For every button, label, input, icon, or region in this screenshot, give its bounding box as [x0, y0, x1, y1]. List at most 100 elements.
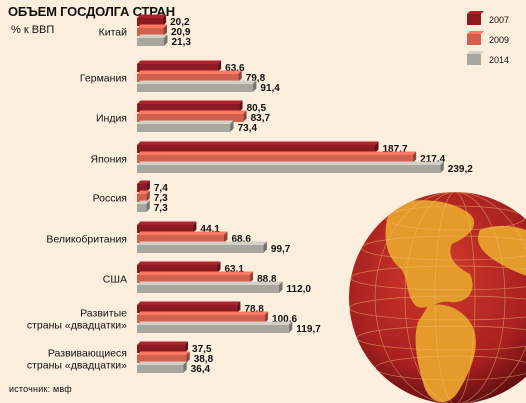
legend-item: 2007 — [467, 11, 509, 25]
bar-top-face — [137, 321, 293, 325]
bar — [137, 124, 231, 132]
data-label: 83,7 — [251, 113, 271, 124]
bar — [137, 365, 184, 373]
bar — [137, 345, 185, 353]
legend-label: 2014 — [489, 55, 509, 65]
bar-side-face — [238, 70, 242, 82]
bar-side-face — [239, 100, 243, 112]
bar-side-face — [412, 151, 417, 163]
source-note: источник: мвф — [9, 384, 72, 394]
bar-side-face — [223, 231, 228, 243]
legend-item: 2014 — [467, 51, 509, 65]
bar-side-face — [146, 190, 150, 202]
category-label: Индия — [96, 113, 127, 125]
bar-side-face — [164, 34, 168, 46]
bar-top-face — [137, 261, 221, 265]
bar-top-face — [137, 200, 150, 204]
category-label: Развивающиеся — [48, 348, 127, 360]
bar — [137, 18, 163, 26]
bar-top-face — [137, 271, 254, 275]
bar — [137, 235, 224, 243]
bar-side-face — [230, 120, 234, 132]
bar-side-face — [217, 60, 222, 72]
legend-swatch-top — [467, 11, 484, 14]
bar-top-face — [137, 80, 257, 84]
category-label: Великобритания — [46, 234, 127, 246]
data-label: 100,6 — [272, 314, 297, 325]
data-label: 7,4 — [154, 183, 168, 194]
bar — [137, 104, 240, 112]
globe-illustration — [349, 192, 526, 403]
bar — [137, 114, 244, 122]
bar-top-face — [137, 221, 197, 225]
bar-top-face — [137, 14, 167, 18]
bar-side-face — [162, 14, 167, 26]
legend-swatch-top — [467, 51, 484, 54]
bar — [137, 315, 265, 323]
category-label: Япония — [91, 154, 127, 166]
bar — [137, 194, 147, 202]
bar — [137, 305, 237, 313]
bar-side-face — [183, 361, 187, 373]
bar-group: Китай 20,220,921,3 — [99, 14, 192, 48]
legend-swatch-top — [467, 31, 484, 34]
bar-side-face — [163, 24, 168, 36]
legend-swatch — [467, 14, 481, 25]
bar — [137, 355, 187, 363]
legend-label: 2009 — [489, 35, 509, 45]
bar-groups: Китай 20,220,921,3 Германия 63,679,891,4 Инд… — [27, 14, 473, 375]
bar — [137, 64, 218, 72]
bar-side-face — [184, 341, 189, 353]
data-label: 79,8 — [246, 73, 266, 84]
data-label: 217,4 — [420, 154, 445, 165]
bar-group: Великобритания 44,1 68,6 99,7 — [46, 221, 291, 255]
data-label: 21,3 — [172, 37, 192, 48]
bar — [137, 155, 413, 163]
bar-top-face — [137, 180, 150, 184]
bar-side-face — [146, 200, 150, 212]
data-label: 239,2 — [448, 164, 473, 175]
bar-top-face — [137, 24, 168, 28]
bar-top-face — [137, 190, 150, 194]
bar-side-face — [243, 110, 247, 122]
bar-side-face — [440, 161, 444, 173]
bar-top-face — [137, 281, 283, 285]
legend: 2007 2009 2014 — [467, 11, 509, 65]
bar-top-face — [137, 301, 241, 305]
legend-swatch — [467, 54, 481, 65]
bar-top-face — [137, 100, 243, 104]
bar — [137, 28, 164, 36]
bar-group: Индия 80,583,773,4 — [96, 100, 271, 134]
chart-title: ОБЪЕМ ГОСДОЛГА СТРАН — [8, 4, 175, 19]
bar — [137, 184, 147, 192]
bar — [137, 165, 441, 173]
bar-top-face — [137, 341, 189, 345]
category-label: Германия — [80, 73, 127, 85]
data-label: 36,4 — [191, 364, 211, 375]
category-label: США — [103, 274, 127, 286]
legend-item: 2009 — [467, 31, 509, 45]
bar-side-face — [279, 281, 283, 293]
bar-top-face — [137, 34, 168, 38]
data-label: 7,3 — [154, 193, 168, 204]
bar-side-face — [186, 351, 190, 363]
data-label: 7,3 — [154, 203, 168, 214]
data-label: 37,5 — [192, 344, 212, 355]
bar — [137, 145, 376, 153]
bar-top-face — [137, 241, 267, 245]
bar — [137, 38, 165, 46]
bar-group: Германия 63,679,891,4 — [80, 60, 280, 94]
bar-top-face — [137, 361, 187, 365]
data-label: 68,6 — [231, 234, 251, 245]
data-label: 91,4 — [260, 83, 280, 94]
category-label: страны «двадцатки» — [27, 320, 127, 332]
category-label: Китай — [99, 27, 128, 39]
bar — [137, 204, 147, 212]
bar-side-face — [375, 141, 379, 153]
bar-side-face — [146, 180, 150, 192]
data-label: 88,8 — [257, 274, 277, 285]
bar-side-face — [252, 80, 257, 92]
